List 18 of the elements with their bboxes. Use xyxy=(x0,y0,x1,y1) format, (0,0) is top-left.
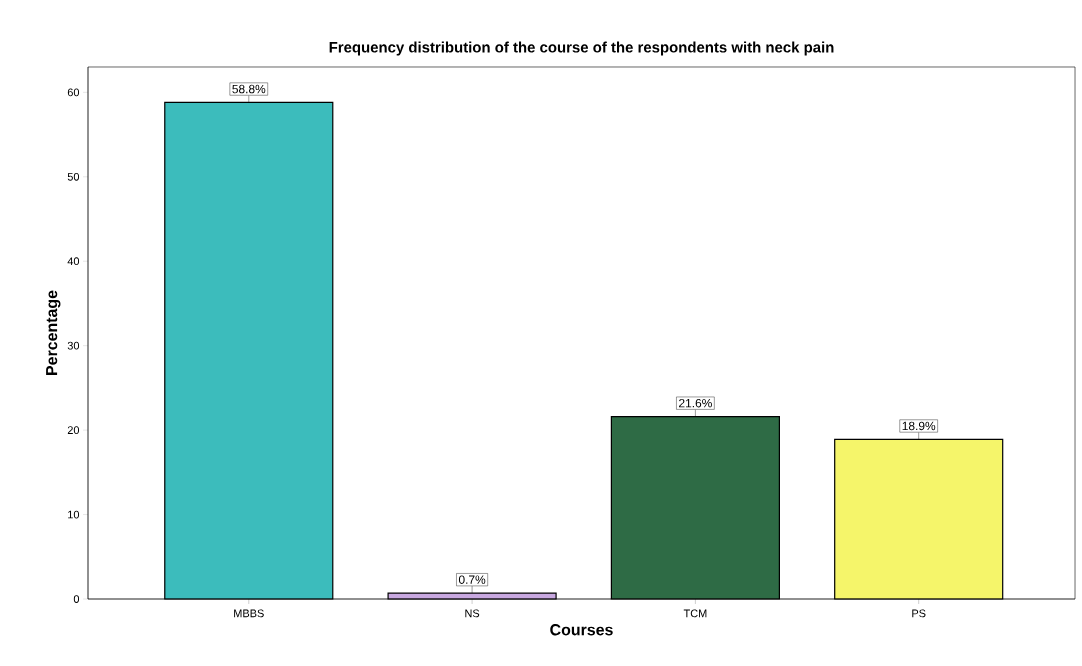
x-tick-label: NS xyxy=(465,609,480,618)
y-tick-label: 30 xyxy=(67,341,80,350)
data-label: 0.7% xyxy=(458,575,486,584)
x-tick-label: TCM xyxy=(683,609,707,618)
y-tick-label: 60 xyxy=(67,88,80,97)
y-tick-label: 50 xyxy=(67,172,80,181)
x-tick-label: PS xyxy=(912,609,926,618)
chart-title: Frequency distribution of the course of the respondents with neck pain xyxy=(329,41,834,56)
data-label: 21.6% xyxy=(679,398,712,408)
data-label: 58.8% xyxy=(232,84,266,94)
x-tick-label: MBBS xyxy=(234,609,264,618)
y-tick-label: 20 xyxy=(67,426,80,434)
y-axis-title: Percentage xyxy=(46,290,61,375)
y-tick-label: 0 xyxy=(73,595,80,603)
y-tick-label: 40 xyxy=(67,257,80,266)
x-axis-title: Courses xyxy=(550,624,613,636)
data-label: 18.9% xyxy=(902,421,936,431)
y-tick-label: 10 xyxy=(68,510,80,519)
